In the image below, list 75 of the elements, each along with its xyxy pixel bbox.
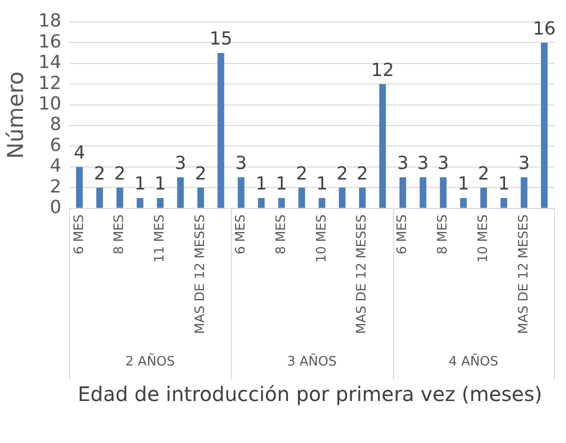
data-label: 3 bbox=[417, 152, 429, 174]
bar bbox=[540, 42, 548, 208]
y-tick-label: 8 bbox=[50, 114, 62, 136]
bar bbox=[177, 177, 184, 208]
x-tick-label: 6 MES bbox=[395, 214, 410, 254]
y-tick-label: 16 bbox=[38, 31, 62, 52]
y-tick-label: 0 bbox=[50, 197, 62, 218]
data-label: 16 bbox=[532, 18, 556, 40]
x-tick-label: 6 MES bbox=[233, 214, 248, 254]
bar bbox=[318, 198, 326, 208]
bar bbox=[76, 166, 83, 208]
data-label: 3 bbox=[174, 152, 186, 174]
bar bbox=[278, 198, 285, 208]
x-tick-label: MAS DE 12 MESES bbox=[354, 214, 370, 334]
data-label: 1 bbox=[134, 174, 146, 195]
data-label: 1 bbox=[256, 174, 268, 195]
bar bbox=[359, 188, 366, 208]
data-label: 1 bbox=[154, 174, 166, 195]
data-label: 3 bbox=[518, 152, 530, 174]
y-tick-label: 2 bbox=[50, 176, 62, 198]
bar bbox=[156, 198, 164, 208]
text: 2 AÑOS bbox=[125, 353, 175, 370]
bar bbox=[197, 188, 204, 208]
data-label: 3 bbox=[437, 152, 449, 174]
x-tick-label: 8 MES bbox=[436, 214, 451, 254]
data-label: 2 bbox=[296, 163, 308, 184]
x-tick-label: 8 MES bbox=[112, 214, 128, 254]
x-tick-label: 10 MES bbox=[476, 214, 492, 263]
data-label: 15 bbox=[209, 28, 232, 50]
y-tick-label: 10 bbox=[38, 93, 62, 114]
bar bbox=[420, 177, 426, 208]
bar bbox=[96, 188, 103, 208]
bar bbox=[298, 188, 306, 208]
data-label: 3 bbox=[397, 152, 409, 174]
bar bbox=[379, 84, 386, 208]
data-label: 2 bbox=[356, 163, 368, 184]
data-label: 2 bbox=[114, 163, 126, 184]
bar bbox=[500, 198, 508, 208]
data-label: 1 bbox=[498, 174, 510, 195]
bar bbox=[116, 188, 124, 208]
data-label: 1 bbox=[458, 174, 470, 195]
bar bbox=[440, 177, 447, 208]
x-tick-label: 8 MES bbox=[274, 214, 289, 254]
x-tick-label: MAS DE 12 MESES bbox=[516, 214, 532, 334]
bar bbox=[258, 198, 265, 208]
y-tick-label: 4 bbox=[50, 156, 62, 177]
data-label: 2 bbox=[478, 163, 490, 184]
x-axis-title: Edad de introducción por primera vez (meses) bbox=[76, 381, 544, 408]
bar bbox=[399, 177, 406, 208]
text: 3 AÑOS bbox=[287, 353, 337, 370]
y-tick-label: 18 bbox=[38, 10, 62, 32]
bar bbox=[338, 188, 346, 208]
data-label: 3 bbox=[235, 152, 247, 174]
data-label: 2 bbox=[94, 163, 106, 184]
bar bbox=[460, 198, 467, 208]
bar bbox=[520, 177, 528, 208]
text: 4 AÑOS bbox=[448, 353, 498, 370]
bar bbox=[480, 188, 487, 208]
bar bbox=[218, 53, 224, 208]
y-tick-label: 6 bbox=[50, 134, 62, 156]
data-label: 1 bbox=[316, 174, 328, 195]
bar bbox=[238, 177, 244, 208]
data-label: 2 bbox=[194, 163, 206, 184]
data-label: 4 bbox=[74, 142, 86, 164]
data-label: 2 bbox=[336, 163, 348, 184]
data-label: 12 bbox=[371, 60, 394, 81]
x-tick-label: 6 MES bbox=[72, 214, 87, 254]
data-label: 1 bbox=[276, 174, 288, 195]
x-tick-label: 10 MES bbox=[314, 214, 330, 263]
bar bbox=[136, 198, 144, 208]
y-tick-label: 14 bbox=[38, 52, 62, 74]
x-tick-label: MAS DE 12 MESES bbox=[193, 214, 208, 334]
x-tick-label: 11 MES bbox=[152, 214, 168, 263]
y-tick-label: 12 bbox=[38, 72, 62, 94]
y-axis-title: Número bbox=[4, 71, 29, 159]
